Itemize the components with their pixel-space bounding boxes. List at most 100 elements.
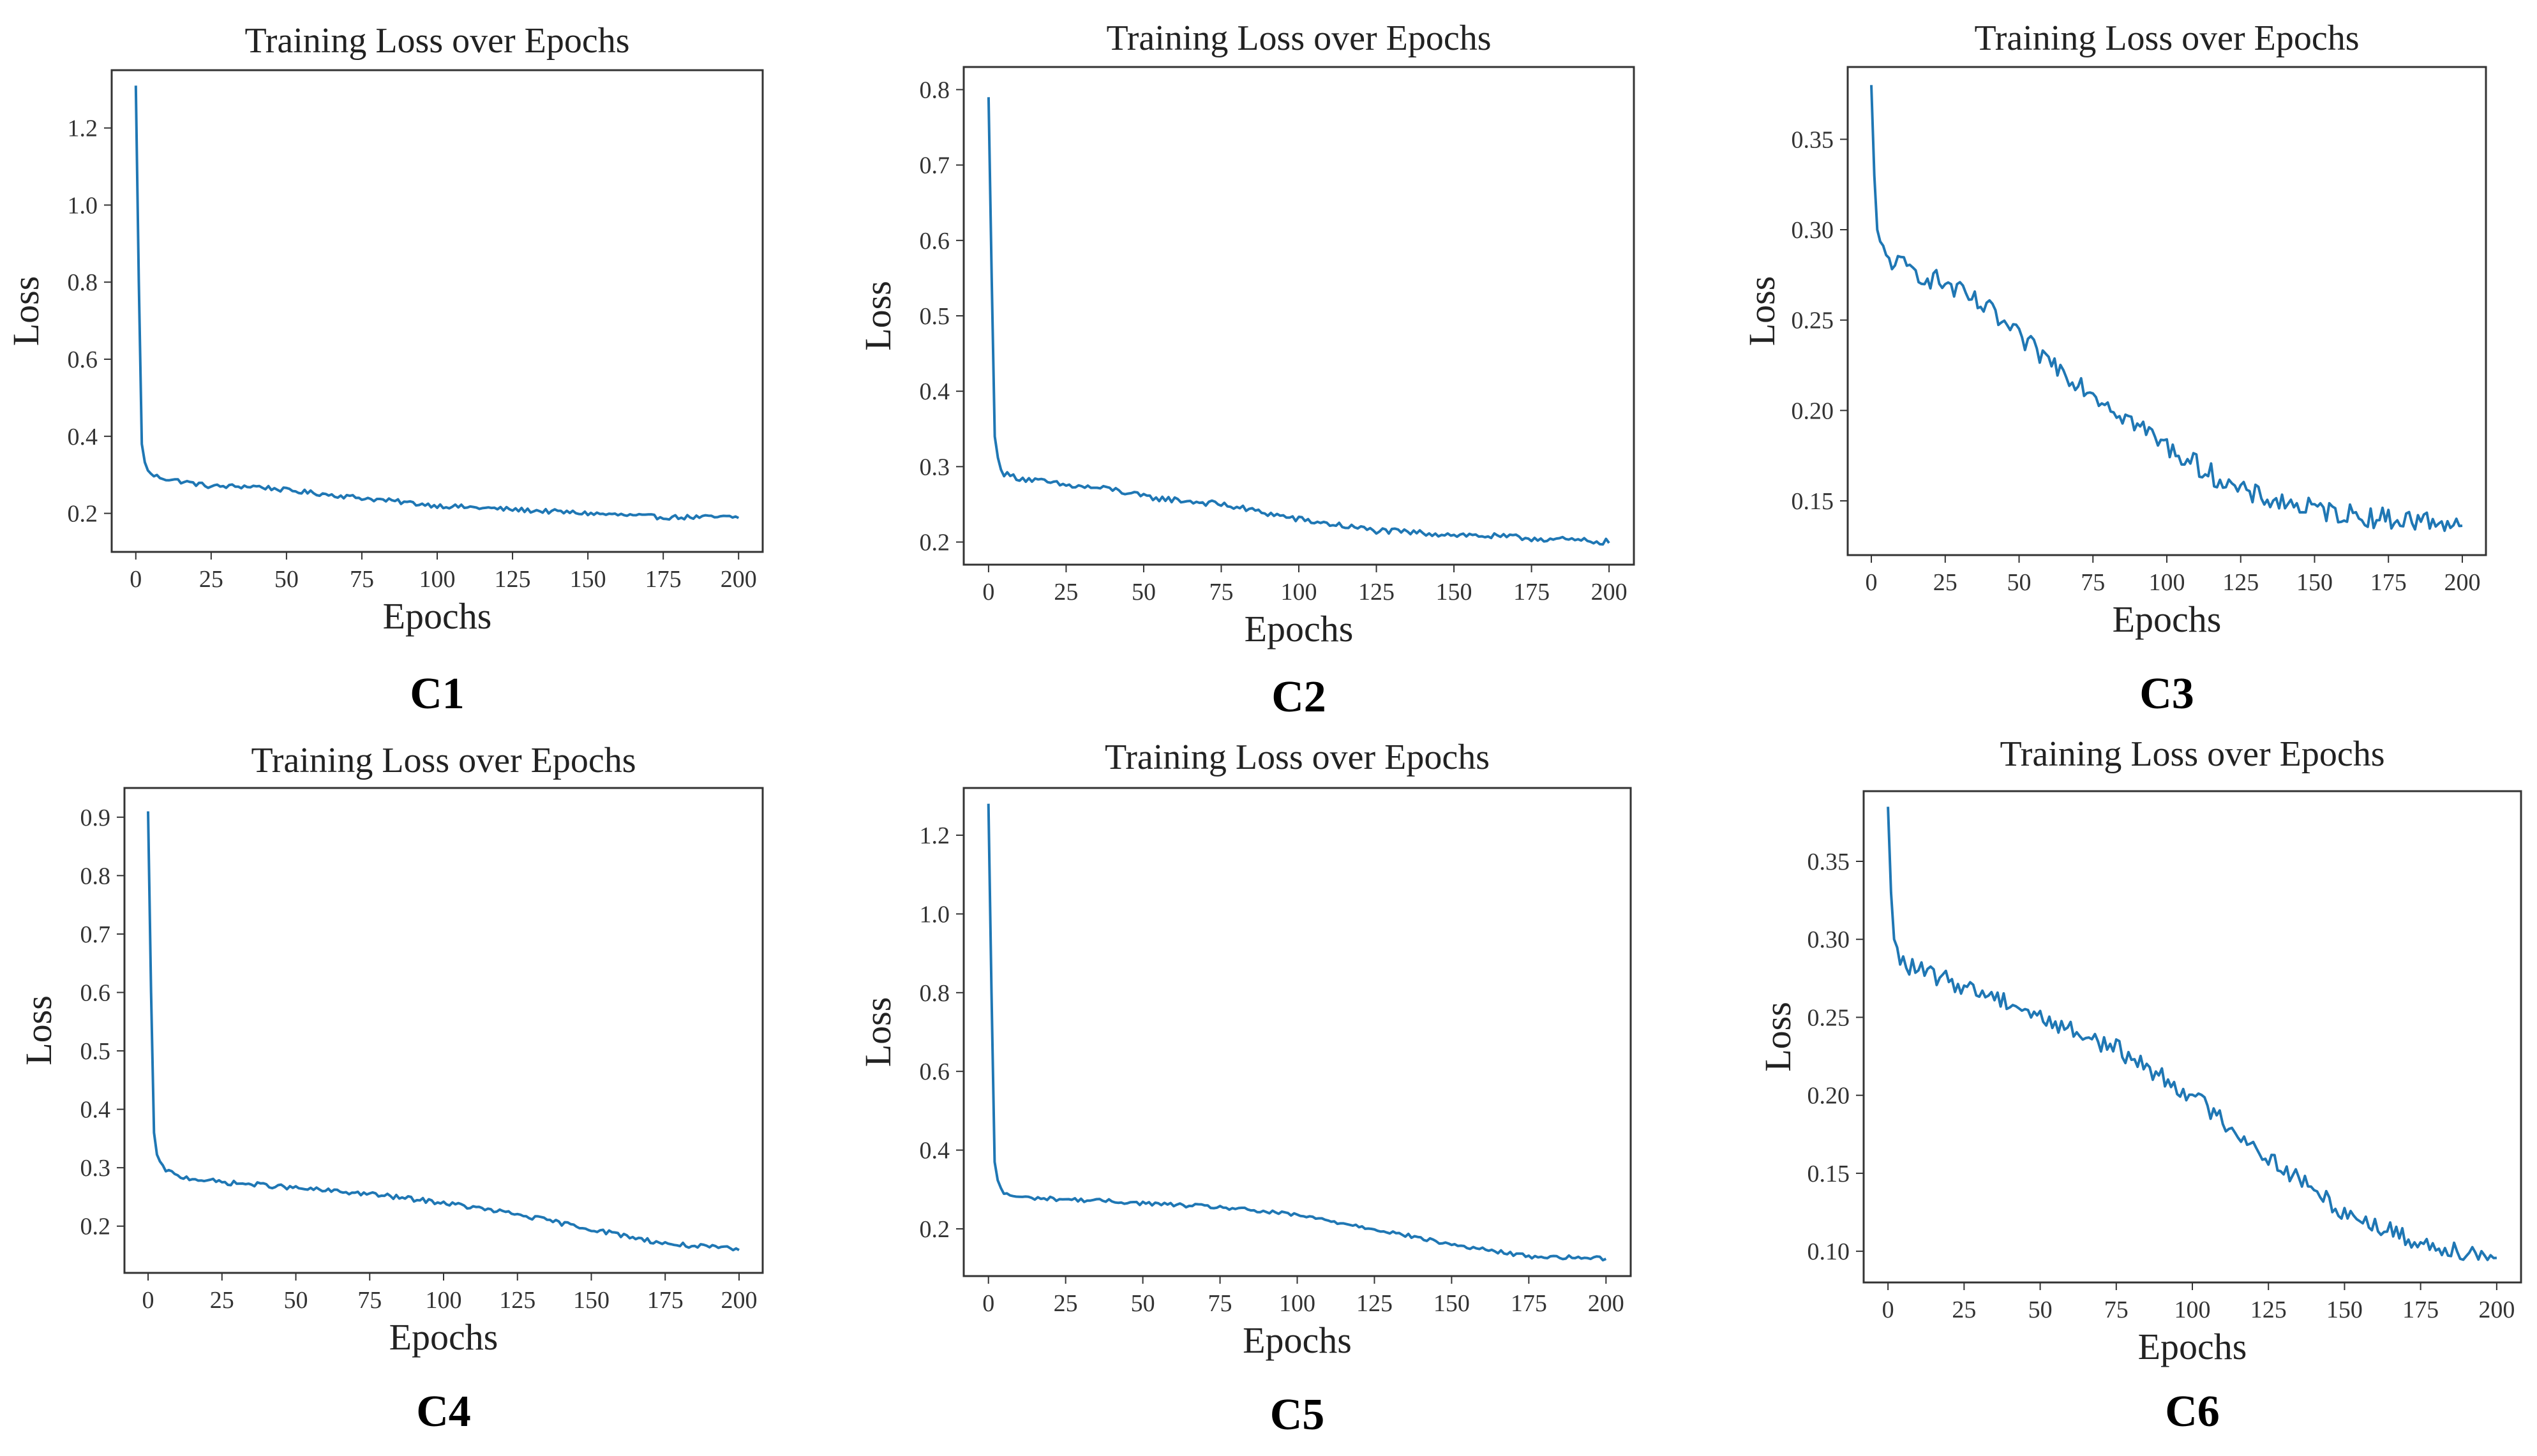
y-tick-label: 0.8 [920, 980, 950, 1007]
y-tick-label: 0.35 [1792, 126, 1834, 153]
y-tick-label: 0.2 [920, 530, 950, 556]
chart-title: Training Loss over Epochs [251, 741, 636, 780]
x-tick-label: 75 [2081, 569, 2105, 596]
series-line-loss [1887, 806, 2497, 1261]
x-tick-label: 100 [1279, 1290, 1315, 1317]
plot-frame [1846, 66, 2487, 556]
x-tick-label: 200 [721, 1287, 757, 1314]
x-tick-label: 150 [573, 1287, 610, 1314]
x-tick-label: 25 [199, 566, 223, 593]
x-tick-label: 25 [1933, 569, 1957, 596]
y-tick-label: 0.4 [68, 424, 98, 450]
x-tick-label: 150 [2296, 569, 2333, 596]
y-tick-label: 0.2 [920, 1216, 950, 1243]
x-tick-label: 175 [1513, 579, 1550, 605]
y-tick-label: 0.35 [1807, 849, 1850, 875]
x-tick-label: 150 [570, 566, 606, 593]
chart-panel-c5: Training Loss over Epochs 0 25 50 75 100 125 15… [857, 738, 1632, 1439]
x-tick-label: 175 [2402, 1296, 2439, 1323]
x-tick-label: 0 [982, 579, 994, 605]
x-tick-label: 175 [647, 1287, 684, 1314]
x-axis-label: Epochs [1243, 1319, 1352, 1361]
series-line-loss [134, 85, 740, 521]
x-tick-label: 25 [1952, 1296, 1976, 1323]
y-axis-label: Loss [18, 995, 59, 1066]
panel-label: C6 [2165, 1387, 2220, 1436]
x-tick-label: 50 [1131, 1290, 1155, 1317]
y-tick-label: 0.8 [80, 863, 111, 889]
x-tick-label: 125 [1356, 1290, 1393, 1317]
panel-label: C2 [1271, 672, 1326, 722]
x-tick-label: 0 [142, 1287, 154, 1314]
x-tick-label: 75 [1209, 579, 1233, 605]
x-tick-label: 0 [982, 1290, 994, 1317]
x-tick-label: 200 [721, 566, 757, 593]
y-tick-label: 0.8 [68, 269, 98, 296]
x-tick-label: 125 [1358, 579, 1395, 605]
x-tick-label: 150 [1433, 1290, 1470, 1317]
x-tick-label: 125 [499, 1287, 535, 1314]
y-axis-label: Loss [5, 276, 47, 346]
series-line-loss [1870, 85, 2463, 532]
plot-frame [962, 787, 1632, 1277]
x-tick-label: 175 [645, 566, 682, 593]
y-tick-label: 0.2 [68, 501, 98, 528]
y-tick-label: 0.2 [80, 1214, 111, 1240]
x-tick-label: 75 [350, 566, 374, 593]
y-tick-label: 0.4 [920, 1138, 950, 1164]
x-tick-label: 75 [1208, 1290, 1232, 1317]
panel-label: C3 [2139, 669, 2194, 718]
y-tick-label: 1.0 [920, 901, 950, 928]
panel-label: C5 [1270, 1390, 1325, 1439]
x-tick-label: 125 [2222, 569, 2259, 596]
x-tick-label: 50 [2028, 1296, 2053, 1323]
chart-title: Training Loss over Epochs [1105, 738, 1490, 777]
y-tick-label: 0.3 [920, 454, 950, 480]
x-tick-label: 200 [2444, 569, 2480, 596]
plot-frame [962, 66, 1635, 566]
x-axis-label: Epochs [2138, 1326, 2247, 1367]
y-tick-label: 0.30 [1792, 217, 1834, 244]
y-tick-label: 1.2 [68, 115, 98, 142]
x-tick-label: 175 [2370, 569, 2407, 596]
x-tick-label: 200 [2478, 1296, 2515, 1323]
x-tick-label: 25 [1054, 1290, 1078, 1317]
y-tick-label: 0.15 [1792, 488, 1834, 515]
panel-label: C1 [410, 669, 465, 718]
series-line-loss [987, 803, 1607, 1262]
chart-panel-c2: Training Loss over Epochs 0 25 50 75 100 125 15… [857, 19, 1635, 722]
y-tick-label: 0.7 [920, 152, 950, 179]
y-tick-label: 0.15 [1807, 1161, 1850, 1187]
x-tick-label: 50 [284, 1287, 308, 1314]
y-axis-label: Loss [857, 281, 899, 351]
x-tick-label: 0 [130, 566, 142, 593]
chart-panel-c4: Training Loss over Epochs 0 25 50 75 100 125 15… [18, 741, 764, 1436]
x-tick-label: 100 [426, 1287, 462, 1314]
x-tick-label: 175 [1511, 1290, 1547, 1317]
y-tick-label: 0.6 [920, 228, 950, 255]
panel-label: C4 [416, 1387, 471, 1436]
chart-panel-c1: Training Loss over Epochs 0 25 50 75 100 125 15… [5, 21, 764, 718]
y-tick-label: 0.4 [920, 378, 950, 405]
x-axis-label: Epochs [389, 1316, 498, 1358]
x-tick-label: 125 [2250, 1296, 2287, 1323]
chart-panel-c3: Training Loss over Epochs 0 25 50 75 100 125 15… [1741, 19, 2487, 718]
y-tick-label: 0.8 [920, 77, 950, 103]
y-tick-label: 0.5 [80, 1038, 111, 1065]
y-tick-label: 0.7 [80, 921, 111, 948]
plot-frame [110, 69, 764, 553]
x-tick-label: 75 [357, 1287, 382, 1314]
x-tick-label: 150 [1436, 579, 1472, 605]
y-tick-label: 0.30 [1807, 926, 1850, 953]
y-tick-label: 0.25 [1807, 1004, 1850, 1031]
chart-panel-c6: Training Loss over Epochs 0 25 50 75 100 125 15… [1757, 734, 2522, 1436]
x-tick-label: 100 [2149, 569, 2185, 596]
x-tick-label: 50 [2007, 569, 2032, 596]
y-tick-label: 0.6 [920, 1059, 950, 1085]
y-tick-label: 0.20 [1792, 397, 1834, 424]
x-tick-label: 0 [1882, 1296, 1894, 1323]
y-tick-label: 0.10 [1807, 1238, 1850, 1265]
series-line-loss [147, 811, 740, 1252]
